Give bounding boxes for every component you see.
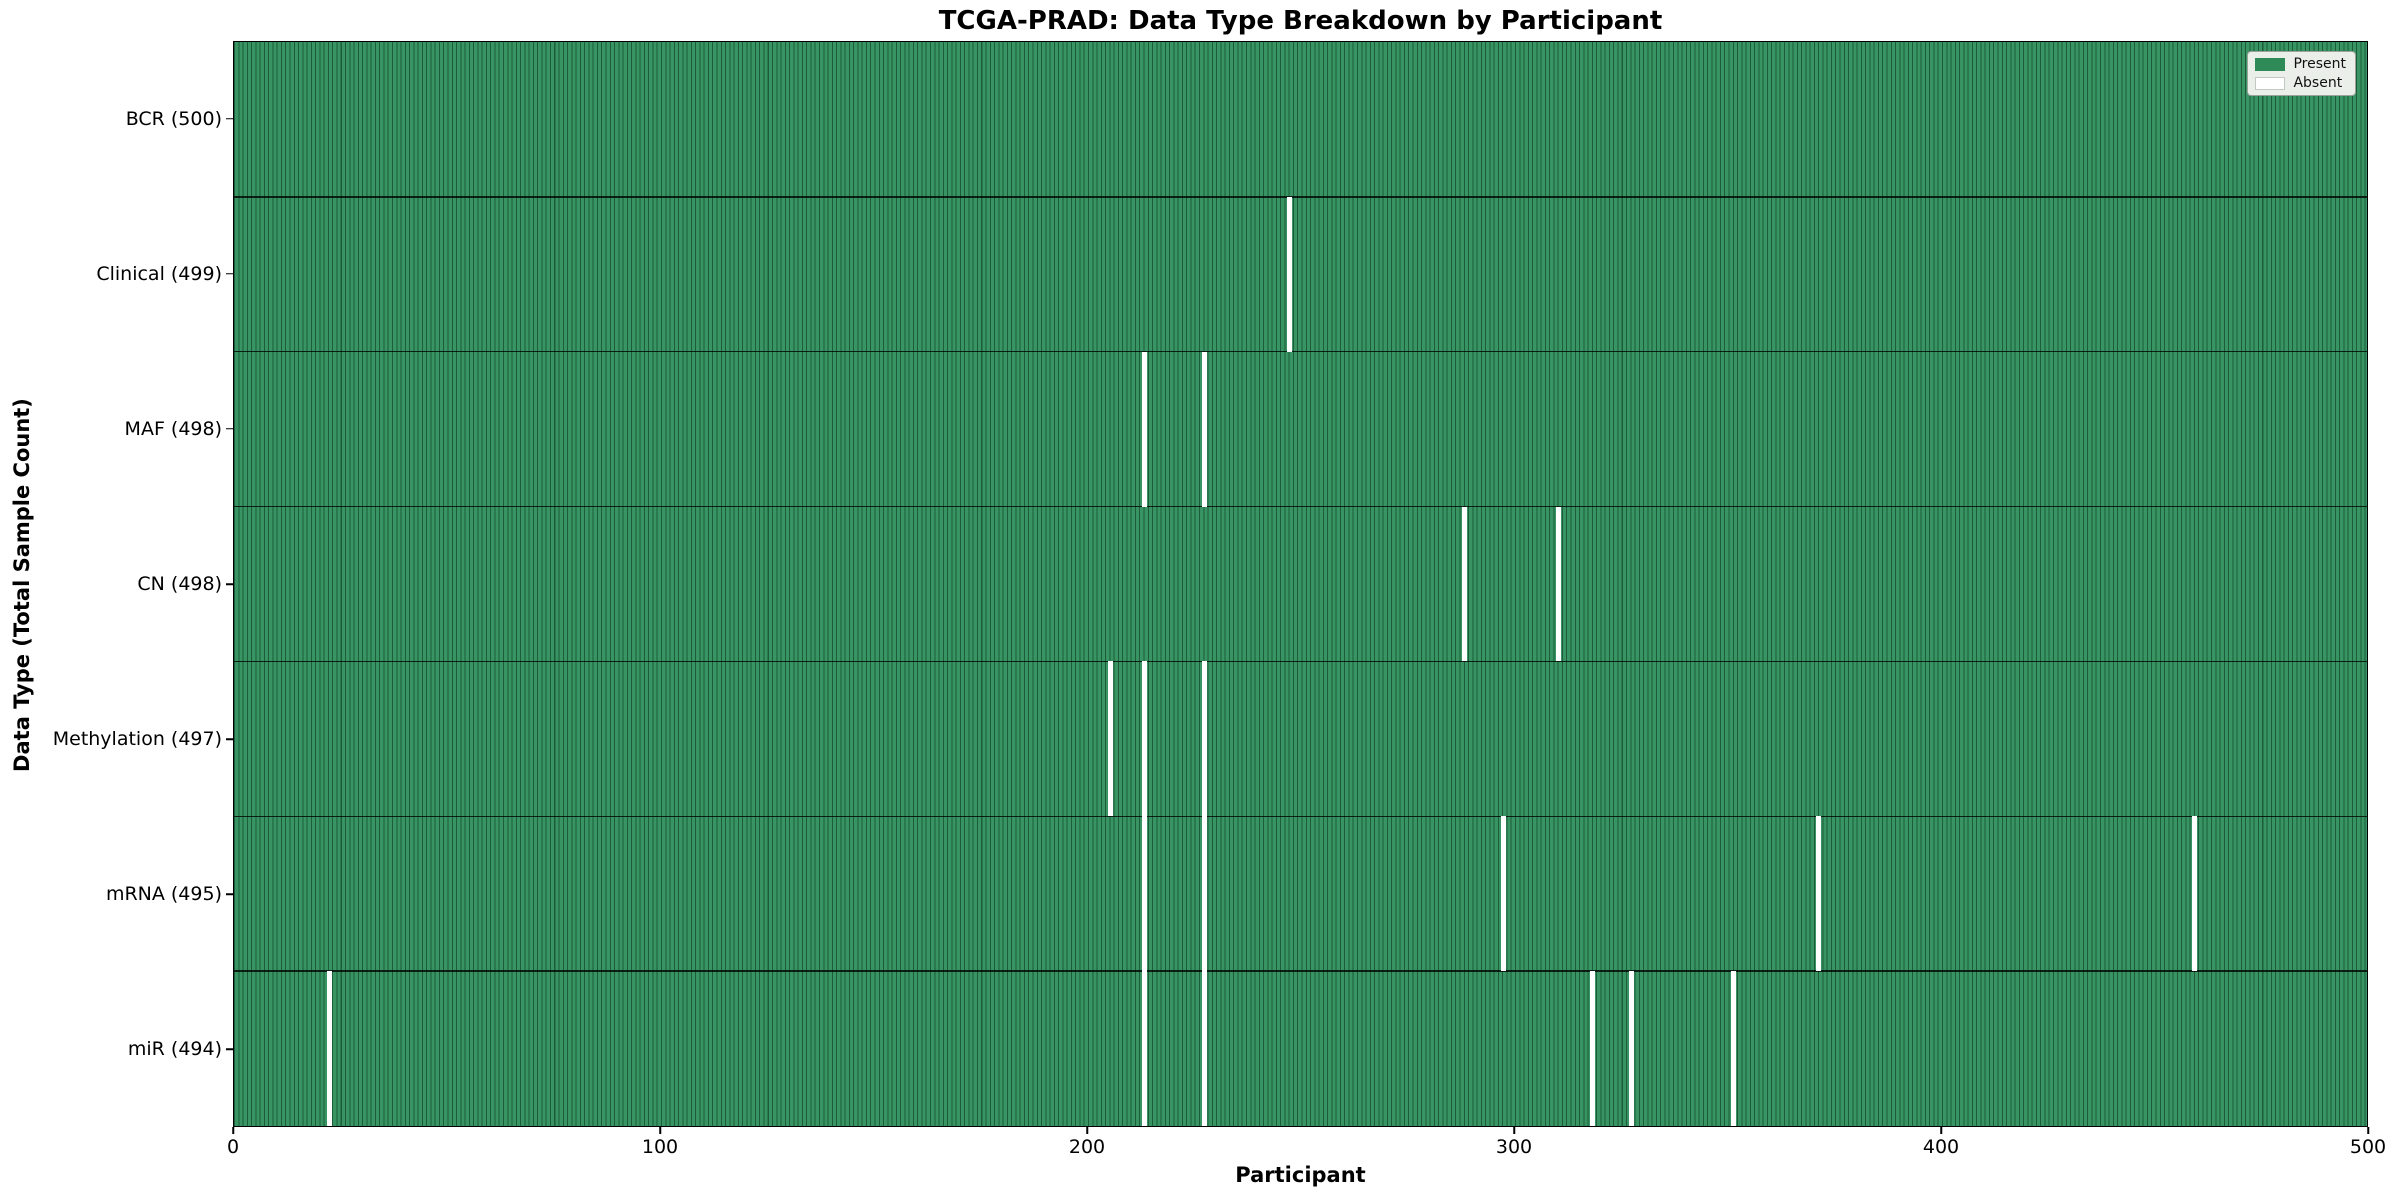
y-tick-mark — [226, 272, 233, 275]
absent-mark — [2191, 816, 2197, 972]
y-tick-mark — [226, 117, 233, 120]
row-boundary-line — [234, 350, 2367, 353]
x-tick-label: 100 — [641, 1136, 679, 1158]
absent-mark — [1287, 196, 1293, 352]
absent-mark — [1556, 506, 1562, 662]
row-boundary-line — [234, 196, 2367, 198]
legend-label-present: Present — [2293, 56, 2346, 72]
x-tick-mark — [659, 1127, 661, 1134]
absent-mark — [1201, 816, 1207, 972]
row-boundary-line — [234, 970, 2367, 972]
row-boundary-line — [234, 660, 2367, 663]
y-tick-mark — [226, 893, 233, 896]
absent-mark — [1201, 351, 1207, 507]
absent-mark — [1142, 971, 1148, 1126]
absent-mark — [1628, 971, 1634, 1126]
absent-mark — [1201, 661, 1207, 817]
y-tick-mark — [226, 738, 233, 740]
legend-label-absent: Absent — [2293, 75, 2343, 91]
legend-swatch-absent — [2255, 76, 2286, 90]
absent-mark — [1816, 816, 1822, 972]
row-boundary-line — [234, 505, 2367, 508]
y-tick-mark — [226, 1048, 233, 1051]
legend-swatch-present — [2255, 57, 2286, 71]
y-tick-mark — [226, 428, 233, 430]
plot-area: Present Absent — [233, 41, 2368, 1127]
x-tick-label: 400 — [1922, 1136, 1960, 1158]
x-tick-mark — [1513, 1127, 1515, 1134]
absent-mark — [327, 971, 333, 1126]
y-tick-label: mRNA (495) — [105, 883, 222, 906]
absent-mark — [1462, 506, 1468, 662]
y-tick-label: miR (494) — [127, 1038, 222, 1061]
y-tick-label: CN (498) — [137, 573, 222, 595]
x-tick-mark — [1940, 1127, 1942, 1134]
absent-mark — [1142, 351, 1148, 507]
y-tick-label: MAF (498) — [124, 417, 222, 440]
absent-mark — [1108, 661, 1114, 817]
x-tick-mark — [1086, 1127, 1088, 1134]
absent-mark — [1142, 661, 1148, 817]
x-tick-label: 200 — [1068, 1136, 1106, 1158]
x-tick-label: 300 — [1495, 1136, 1533, 1158]
x-tick-mark — [2367, 1127, 2369, 1134]
absent-mark — [1142, 816, 1148, 972]
absent-mark — [1730, 971, 1736, 1126]
legend: Present Absent — [2247, 51, 2356, 96]
absent-mark — [1500, 816, 1506, 972]
row-boundary-line — [234, 815, 2367, 818]
legend-entry-absent: Absent — [2255, 76, 2346, 90]
legend-entry-present: Present — [2255, 57, 2346, 71]
y-tick-label: BCR (500) — [125, 107, 222, 130]
x-tick-label: 500 — [2349, 1136, 2387, 1158]
y-tick-label: Clinical (499) — [96, 262, 222, 285]
y-tick-label: Methylation (497) — [52, 728, 222, 751]
chart-title: TCGA-PRAD: Data Type Breakdown by Partic… — [938, 6, 1663, 36]
absent-mark — [1201, 971, 1207, 1126]
absent-mark — [1590, 971, 1596, 1126]
x-tick-mark — [232, 1127, 234, 1134]
x-tick-label: 0 — [226, 1136, 240, 1158]
x-axis-label: Participant — [1235, 1163, 1366, 1187]
y-tick-mark — [226, 583, 233, 585]
